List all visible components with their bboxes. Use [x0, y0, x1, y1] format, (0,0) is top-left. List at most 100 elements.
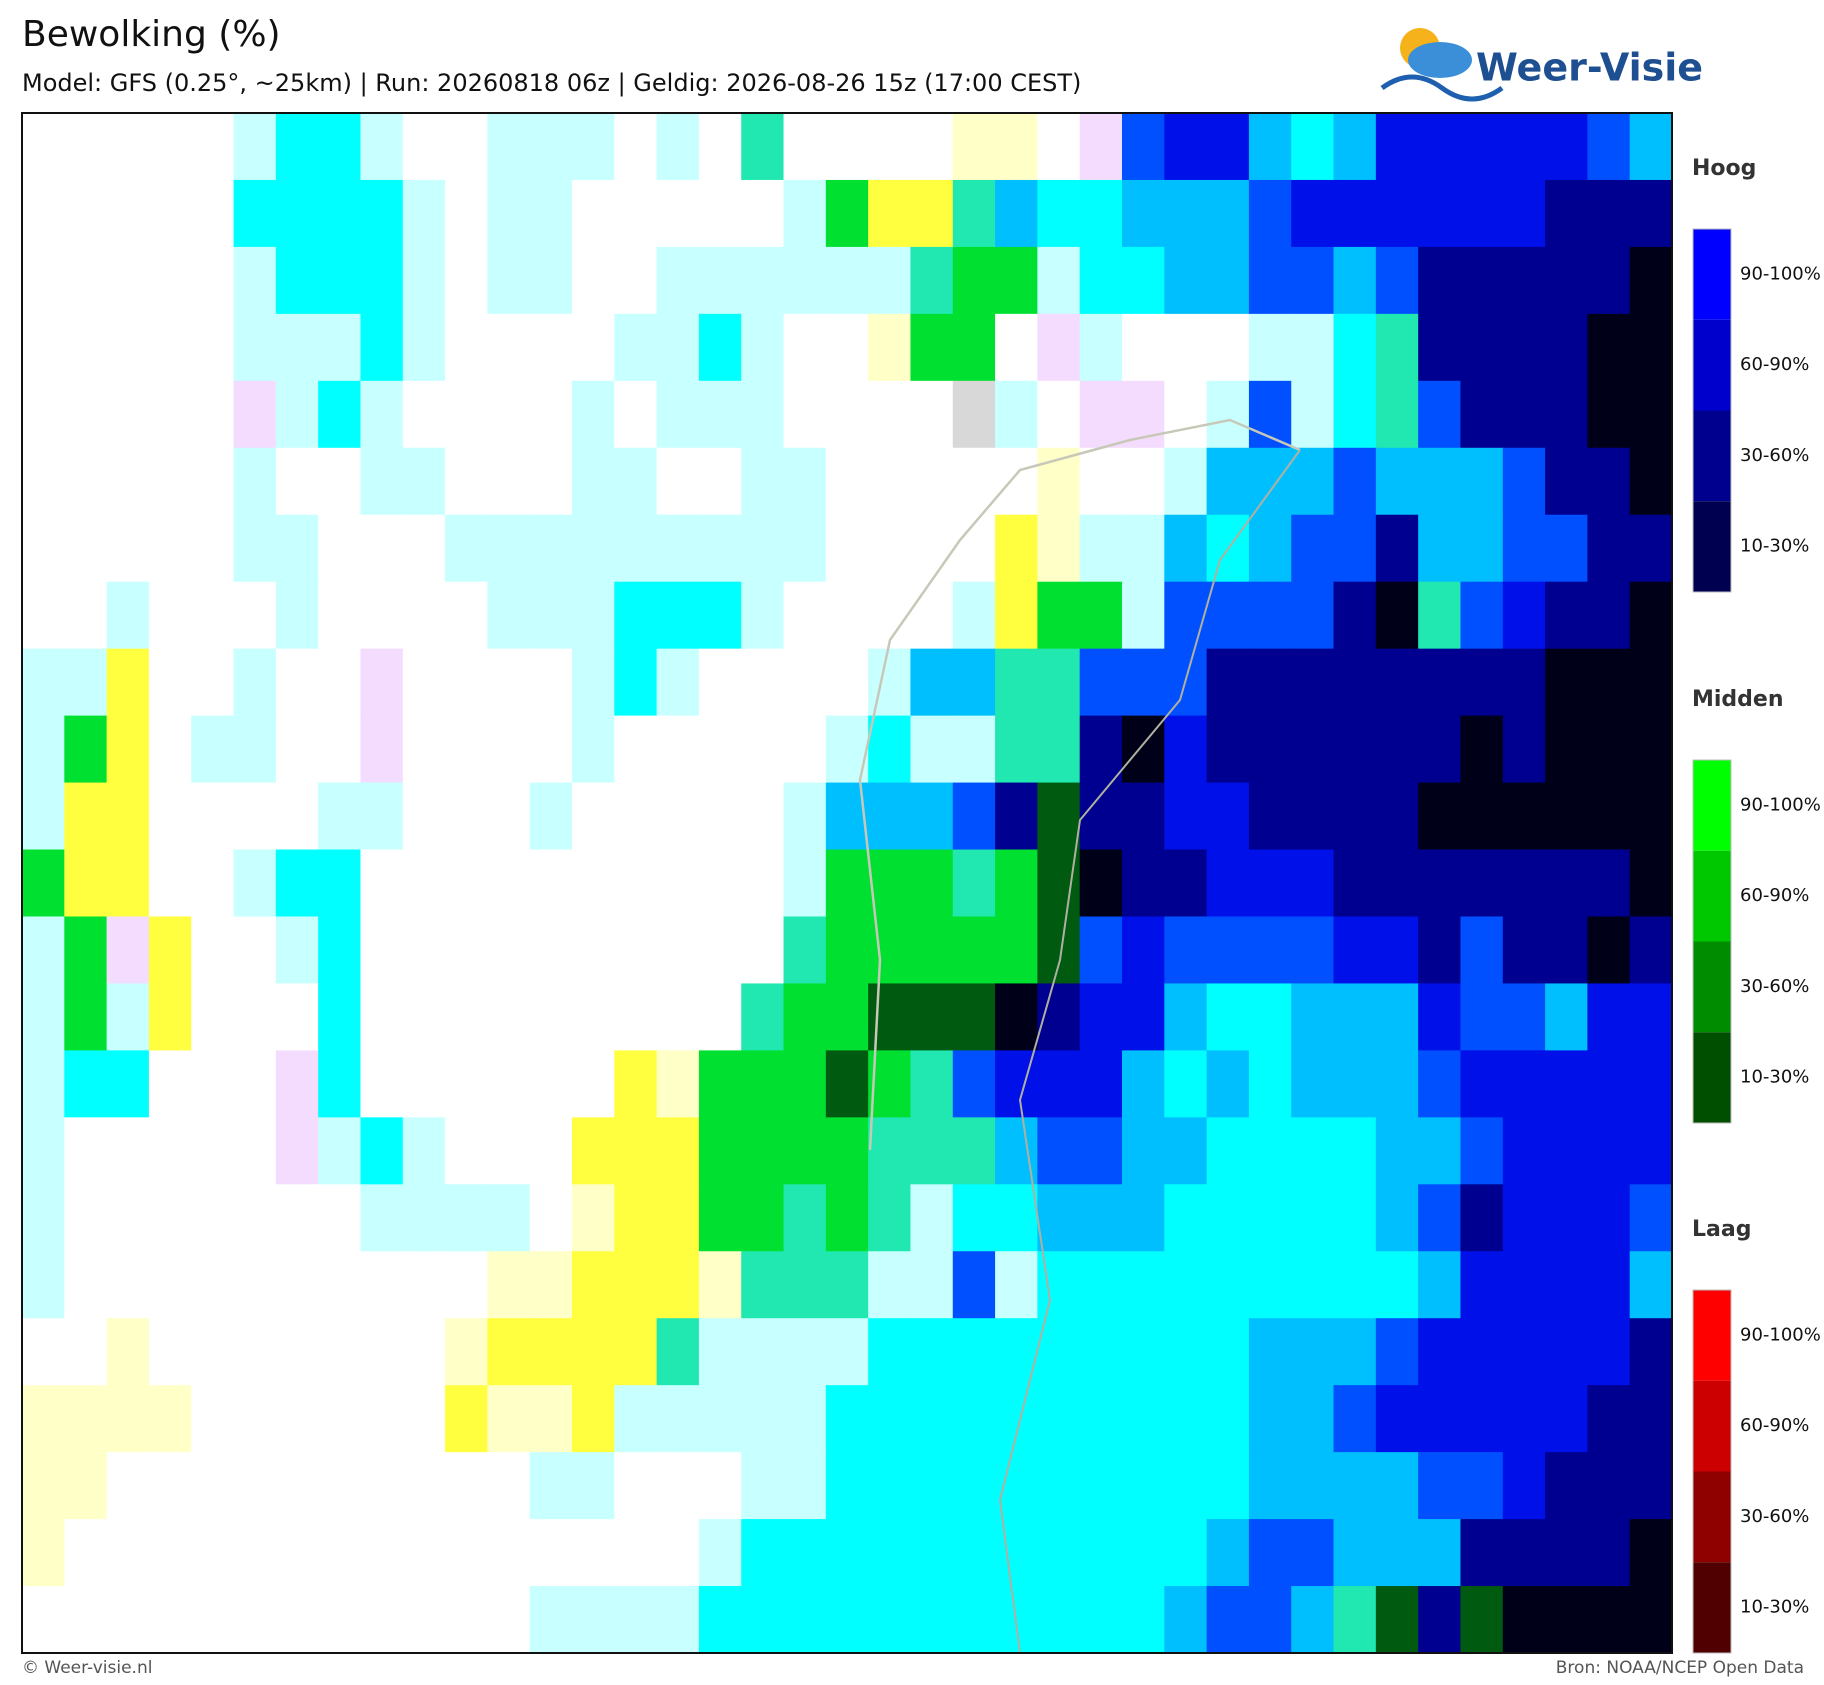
cloud-cell [1206, 983, 1250, 1051]
cloud-cell [106, 581, 150, 650]
cloud-cell [783, 849, 827, 918]
cloud-cell [1629, 246, 1673, 315]
cloud-cell [1164, 1519, 1208, 1587]
cloud-cell [1248, 1318, 1292, 1386]
cloud-cell [148, 313, 192, 382]
cloud-cell [1418, 1251, 1462, 1319]
cloud-cell [1460, 246, 1504, 315]
cloud-cell [698, 916, 742, 985]
cloud-cell [1375, 113, 1419, 181]
cloud-cell [572, 1452, 615, 1520]
cloud-cell [106, 313, 150, 382]
cloud-cell [1122, 782, 1165, 851]
cloud-cell [1375, 1318, 1419, 1386]
cloud-cell [148, 1184, 192, 1252]
legend-border [1692, 228, 1732, 593]
cloud-cell [1460, 313, 1504, 382]
cloud-cell [1291, 1452, 1335, 1520]
subtitle: Model: GFS (0.25°, ~25km) | Run: 2026081… [22, 69, 1081, 97]
legend-swatch [1693, 850, 1731, 942]
cloud-cell [1122, 514, 1165, 583]
cloud-cell [698, 313, 742, 382]
cloud-cell [1587, 514, 1631, 583]
cloud-cell [656, 514, 700, 583]
cloud-cell [106, 782, 150, 851]
cloud-cell [1418, 246, 1462, 315]
cloud-cell [1164, 179, 1208, 248]
cloud-cell [1502, 849, 1546, 918]
cloud-cell [1206, 648, 1250, 717]
cloud-cell [1248, 1184, 1292, 1252]
legend-swatch [1693, 319, 1731, 411]
cloud-cell [614, 514, 658, 583]
cloud-cell [910, 1184, 954, 1252]
cloud-cell [148, 782, 192, 851]
cloud-cell [868, 246, 912, 315]
cloud-cell [1164, 514, 1208, 583]
cloud-cell [487, 246, 531, 315]
cloud-cell [106, 983, 150, 1051]
cloud-cell [1460, 179, 1504, 248]
cloud-cell [148, 1318, 192, 1386]
cloud-cell [402, 1117, 446, 1185]
cloud-cell [106, 514, 150, 583]
cloud-cell [1587, 1586, 1631, 1654]
cloud-cell [825, 246, 869, 315]
cloud-cell [614, 648, 658, 717]
cloud-cell [360, 1385, 404, 1453]
cloud-cell [106, 1184, 150, 1252]
cloud-cell [1037, 313, 1081, 382]
cloud-cell [1079, 581, 1123, 650]
cloud-cell [825, 380, 869, 449]
cloud-cell [22, 380, 65, 449]
cloud-cell [1333, 782, 1377, 851]
cloud-cell [1291, 715, 1335, 784]
cloud-cell [318, 1117, 362, 1185]
cloud-cell [1375, 1050, 1419, 1118]
cloud-cell [572, 1117, 615, 1185]
cloud-cell [1164, 447, 1208, 516]
cloud-cell [1164, 849, 1208, 918]
legend-title: Hoog [1692, 156, 1756, 181]
cloud-cell [825, 1452, 869, 1520]
cloud-cell [106, 1586, 150, 1654]
cloud-cell [360, 447, 404, 516]
cloud-cell [910, 849, 954, 918]
cloud-cell [741, 581, 785, 650]
cloud-cell [360, 313, 404, 382]
cloud-cell [783, 1519, 827, 1587]
cloud-cell [106, 916, 150, 985]
cloud-cell [233, 1251, 277, 1319]
cloud-cell [825, 1385, 869, 1453]
cloud-cell [741, 916, 785, 985]
cloud-cell [572, 1385, 615, 1453]
cloud-cell [1545, 1519, 1588, 1587]
cloud-cell [275, 179, 319, 248]
cloud-cell [106, 1251, 150, 1319]
cloud-cell [64, 1519, 108, 1587]
cloud-cell [445, 1251, 488, 1319]
cloud-cell [741, 1385, 785, 1453]
cloud-cell [1629, 1184, 1673, 1252]
cloud-cell [741, 1184, 785, 1252]
cloud-cell [1545, 983, 1588, 1051]
cloud-cell [1502, 1251, 1546, 1319]
cloud-cell [1629, 1519, 1673, 1587]
cloud-cell [698, 1318, 742, 1386]
cloud-cell [1375, 313, 1419, 382]
cloud-cell [360, 983, 404, 1051]
cloud-cell [868, 581, 912, 650]
cloud-cell [1206, 1117, 1250, 1185]
cloud-cell [1037, 916, 1081, 985]
cloud-cell [106, 1050, 150, 1118]
cloud-cell [698, 648, 742, 717]
cloud-cell [275, 983, 319, 1051]
cloud-cell [148, 179, 192, 248]
cloud-cell [698, 782, 742, 851]
cloud-cell [656, 983, 700, 1051]
legend-swatch [1693, 1562, 1731, 1653]
cloud-cell [402, 1050, 446, 1118]
cloud-cell [22, 1050, 65, 1118]
cloud-cell [1629, 983, 1673, 1051]
cloud-cell [1629, 1251, 1673, 1319]
